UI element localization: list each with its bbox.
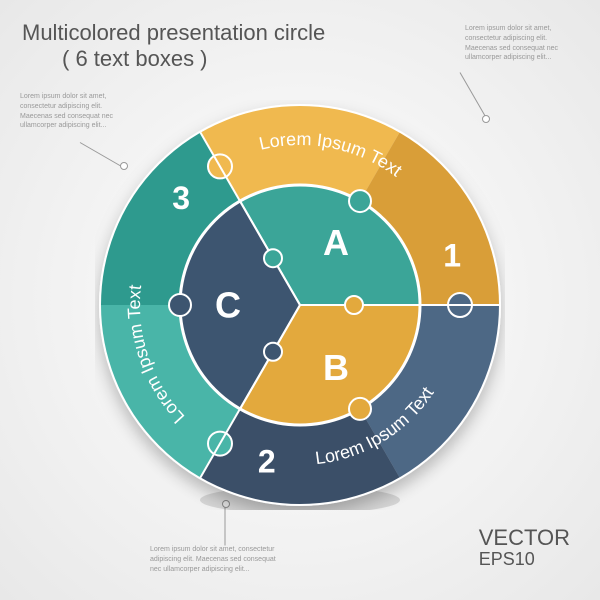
inner-letter: A (323, 222, 349, 263)
annotation-bottom: Lorem ipsum dolor sit amet, consectetur … (150, 545, 280, 574)
vector-label: VECTOR EPS10 (479, 526, 570, 570)
annotation-text: Lorem ipsum dolor sit amet, consectetur … (465, 24, 580, 63)
puzzle-knob-inner (264, 249, 282, 267)
puzzle-circle-chart: Lorem Ipsum Text1Lorem Ipsum Text2Lorem … (95, 100, 505, 510)
puzzle-knob-inner (264, 343, 282, 361)
segment-number: 3 (172, 180, 190, 216)
title-line2: ( 6 text boxes ) (62, 46, 325, 72)
vector-line1: VECTOR (479, 526, 570, 550)
vector-line2: EPS10 (479, 550, 570, 570)
chart-svg: Lorem Ipsum Text1Lorem Ipsum Text2Lorem … (95, 100, 505, 510)
puzzle-knob-ring (169, 294, 191, 316)
annotation-top-right: Lorem ipsum dolor sit amet, consectetur … (465, 24, 580, 63)
callout-line-b (225, 506, 226, 546)
segment-number: 2 (258, 444, 276, 480)
segment-number: 1 (443, 238, 461, 274)
annotation-text: Lorem ipsum dolor sit amet, consectetur … (150, 545, 280, 574)
puzzle-knob-inner (345, 296, 363, 314)
puzzle-knob-ring (349, 398, 371, 420)
inner-letter: C (215, 285, 241, 326)
title-line1: Multicolored presentation circle (22, 20, 325, 46)
puzzle-knob-ring (349, 190, 371, 212)
main-title: Multicolored presentation circle ( 6 tex… (22, 20, 325, 72)
inner-letter: B (323, 347, 349, 388)
